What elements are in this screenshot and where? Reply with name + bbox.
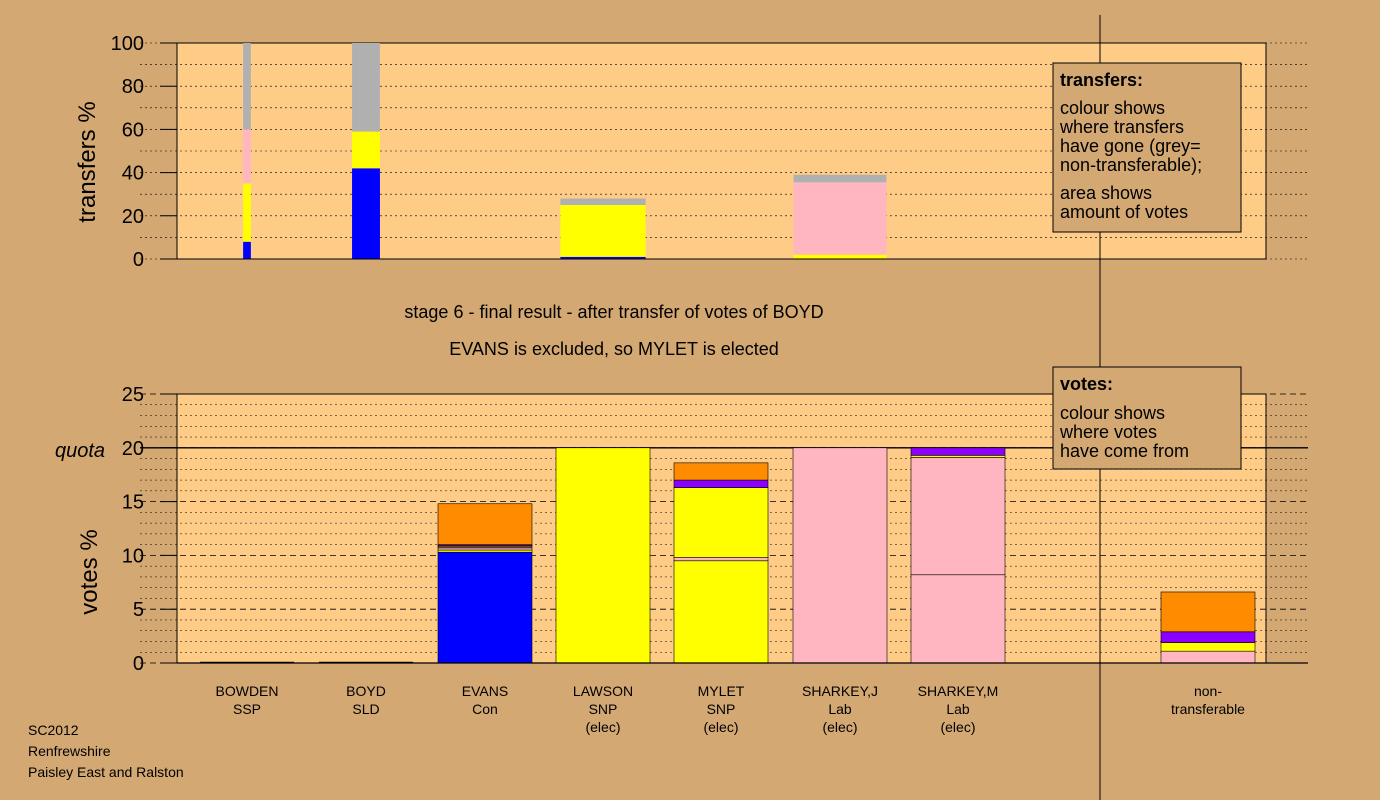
votes-x-axis: BOWDEN SSP BOYD SLD EVANS Con LAWSON SNP (elec) M…: [216, 683, 1246, 735]
votes-x-tick-label: Con: [472, 701, 498, 717]
votes-legend-line: have come from: [1060, 441, 1189, 461]
votes-legend-line: where votes: [1059, 422, 1157, 442]
transfers-legend-line: non-transferable);: [1060, 155, 1202, 175]
votes-x-tick-label: EVANS: [462, 683, 508, 699]
transfers-y-tick-label: 20: [122, 206, 144, 228]
votes-bar-segment: [555, 447, 651, 664]
votes-legend: votes: colour shows where votes have com…: [1052, 366, 1242, 470]
votes-x-tick-label: SLD: [352, 701, 379, 717]
transfers-bar-segment: [793, 174, 887, 183]
transfers-axis-label: transfers %: [74, 101, 101, 222]
votes-x-tick-label: SNP: [589, 701, 618, 717]
votes-x-tick-label: BOWDEN: [216, 683, 279, 699]
stage-subtitle: EVANS is excluded, so MYLET is elected: [449, 339, 778, 359]
votes-bar-segment: [437, 503, 533, 545]
footer-ward: Paisley East and Ralston: [28, 764, 184, 780]
transfers-legend-line: colour shows: [1060, 98, 1165, 118]
quota-label: quota: [55, 440, 105, 462]
votes-x-tick-label: SNP: [707, 701, 736, 717]
transfers-y-tick-label: 0: [133, 249, 144, 271]
transfers-y-tick-label: 60: [122, 119, 144, 141]
transfers-bar-segment: [560, 256, 646, 259]
votes-x-tick-label: MYLET: [698, 683, 745, 699]
votes-bar-segment: [792, 447, 888, 664]
transfers-legend: transfers: colour shows where transfers …: [1052, 62, 1242, 233]
votes-y-tick-label: 5: [133, 599, 144, 621]
transfers-legend-title: transfers:: [1060, 70, 1143, 90]
votes-bar-segment: [1160, 591, 1256, 633]
votes-bar-segment: [437, 547, 533, 551]
votes-bar-segment: [910, 447, 1006, 456]
transfers-legend-line: amount of votes: [1060, 202, 1188, 222]
transfers-legend-line: where transfers: [1059, 117, 1184, 137]
votes-y-tick-label: 10: [122, 545, 144, 567]
votes-bars: [177, 447, 1308, 664]
votes-bar-segment: [1160, 642, 1256, 652]
transfers-legend-line: have gone (grey=: [1060, 136, 1201, 156]
votes-bar-segment: [910, 455, 1006, 458]
votes-bar-segment: [1160, 650, 1256, 664]
transfers-legend-line: area shows: [1060, 183, 1152, 203]
votes-bar-segment: [673, 479, 769, 488]
stage-title: stage 6 - final result - after transfer …: [404, 302, 823, 322]
votes-x-tick-label: (elec): [703, 719, 738, 735]
transfers-legend-box: [1052, 62, 1242, 233]
transfers-bar-segment: [243, 129, 251, 184]
votes-y-tick-label: 0: [133, 653, 144, 675]
votes-x-tick-label: LAWSON: [573, 683, 633, 699]
transfers-y-tick-label: 100: [111, 33, 144, 55]
transfers-bar-segment: [560, 198, 646, 205]
votes-bar-segment: [437, 551, 533, 664]
transfers-bars: [177, 43, 975, 260]
votes-x-tick-label: SHARKEY,M: [918, 683, 999, 699]
transfers-bar-segment: [793, 254, 887, 259]
transfers-bar-segment: [352, 168, 380, 259]
transfers-bar-segment: [243, 241, 251, 259]
votes-legend-line: colour shows: [1060, 403, 1165, 423]
votes-bar-segment: [437, 549, 533, 553]
transfers-bar-segment: [352, 131, 380, 169]
footer-council: Renfrewshire: [28, 743, 111, 759]
votes-bar-segment: [673, 462, 769, 481]
votes-legend-title: votes:: [1060, 374, 1113, 394]
votes-bar-segment: [910, 457, 1006, 576]
votes-x-tick-label: BOYD: [346, 683, 386, 699]
votes-x-tick-label: Lab: [828, 701, 852, 717]
transfers-y-tick-label: 80: [122, 76, 144, 98]
transfers-bar-segment: [352, 43, 380, 132]
transfers-bar-segment: [243, 183, 251, 242]
votes-x-tick-label: (elec): [822, 719, 857, 735]
transfers-bar-segment: [793, 182, 887, 255]
transfers-bar-segment: [243, 43, 251, 130]
votes-y-tick-label: 15: [122, 492, 144, 514]
transfers-y-axis: 0 20 40 60 80 100: [111, 33, 177, 271]
votes-legend-box: [1052, 366, 1242, 470]
transfers-bar-segment: [560, 205, 646, 257]
votes-x-tick-label: non-: [1194, 683, 1222, 699]
votes-x-tick-label: transferable: [1171, 701, 1245, 717]
footer-election: SC2012: [28, 722, 79, 738]
votes-x-tick-label: SHARKEY,J: [802, 683, 878, 699]
votes-y-tick-label: 20: [122, 438, 144, 460]
transfers-y-tick-label: 40: [122, 163, 144, 185]
votes-bar-segment: [673, 557, 769, 562]
votes-x-tick-label: SSP: [233, 701, 261, 717]
votes-bar-segment: [1160, 631, 1256, 643]
votes-y-tick-label: 25: [122, 384, 144, 406]
votes-bar-segment: [910, 574, 1006, 664]
votes-x-tick-label: Lab: [946, 701, 970, 717]
votes-axis-label: votes %: [76, 529, 103, 614]
votes-bar-segment: [673, 560, 769, 664]
votes-bar-segment: [673, 487, 769, 558]
votes-y-axis: 0 5 10 15 20 25: [122, 384, 177, 675]
votes-x-tick-label: (elec): [585, 719, 620, 735]
votes-x-tick-label: (elec): [940, 719, 975, 735]
